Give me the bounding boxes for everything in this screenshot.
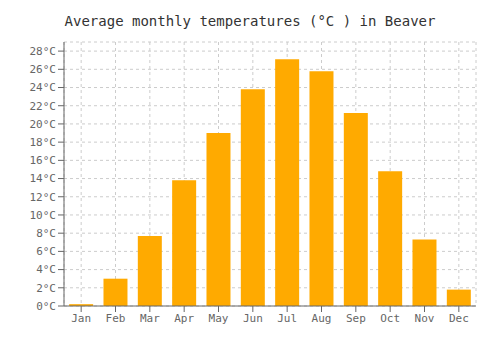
- svg-text:22°C: 22°C: [30, 100, 57, 113]
- svg-text:0°C: 0°C: [36, 300, 56, 313]
- svg-text:10°C: 10°C: [30, 209, 57, 222]
- svg-text:Feb: Feb: [106, 312, 126, 325]
- svg-text:Sep: Sep: [346, 312, 366, 325]
- svg-text:14°C: 14°C: [30, 172, 57, 185]
- svg-text:26°C: 26°C: [30, 63, 57, 76]
- svg-text:20°C: 20°C: [30, 118, 57, 131]
- svg-text:18°C: 18°C: [30, 136, 57, 149]
- svg-text:12°C: 12°C: [30, 191, 57, 204]
- svg-text:Apr: Apr: [174, 312, 194, 325]
- html-text:Average monthly temperatures (: Average monthly temperatures (°C ) in Be…: [64, 13, 436, 29]
- svg-text:16°C: 16°C: [30, 154, 57, 167]
- svg-text:May: May: [209, 312, 229, 325]
- svg-text:Oct: Oct: [380, 312, 400, 325]
- svg-text:4°C: 4°C: [36, 263, 56, 276]
- svg-text:28°C: 28°C: [30, 45, 57, 58]
- svg-text:Mar: Mar: [140, 312, 160, 325]
- svg-text:Jul: Jul: [277, 312, 297, 325]
- svg-text:Nov: Nov: [415, 312, 435, 325]
- svg-text:8°C: 8°C: [36, 227, 56, 240]
- svg-text:24°C: 24°C: [30, 81, 57, 94]
- svg-text:2°C: 2°C: [36, 282, 56, 295]
- svg-text:Jan: Jan: [71, 312, 91, 325]
- svg-text:Dec: Dec: [449, 312, 469, 325]
- svg-text:Jun: Jun: [243, 312, 263, 325]
- svg-text:6°C: 6°C: [36, 245, 56, 258]
- svg-text:Aug: Aug: [312, 312, 332, 325]
